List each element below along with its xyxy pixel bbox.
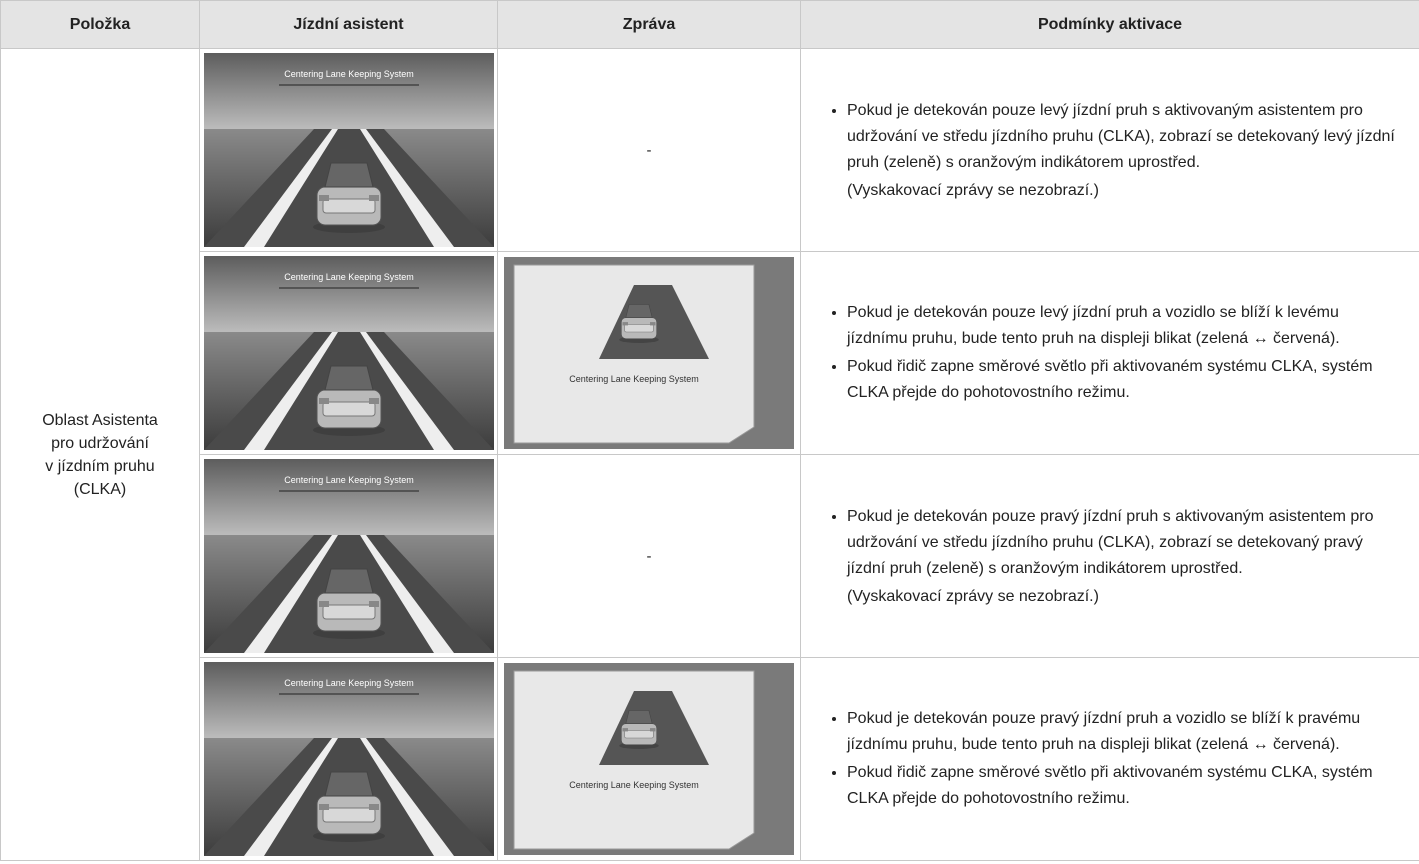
table-row: Centering Lane Keeping System Centering …	[1, 657, 1419, 861]
image-caption: Centering Lane Keeping System	[284, 678, 414, 688]
table-row: Centering Lane Keeping System Centering …	[1, 251, 1419, 455]
condition: Pokud řidič zapne směrové světlo při akt…	[847, 354, 1403, 406]
note: (Vyskakovací zprávy se nezobrazí.)	[847, 588, 1099, 605]
conditions-cell: Pokud je detekován pouze levý jízdní pru…	[800, 251, 1419, 455]
condition: Pokud je detekován pouze pravý jízdní pr…	[847, 706, 1403, 758]
condition: Pokud je detekován pouze levý jízdní pru…	[847, 300, 1403, 352]
assistant-cell: Centering Lane Keeping System	[199, 48, 498, 252]
message-text: -	[646, 141, 652, 159]
assistant-cell: Centering Lane Keeping System	[199, 454, 498, 658]
conditions-list: Pokud je detekován pouze pravý jízdní pr…	[825, 706, 1403, 812]
conditions-cell: Pokud je detekován pouze levý jízdní pru…	[800, 48, 1419, 252]
image-caption: Centering Lane Keeping System	[284, 475, 414, 485]
conditions-cell: Pokud je detekován pouze pravý jízdní pr…	[800, 454, 1419, 658]
message-cell: Centering Lane Keeping System	[497, 251, 801, 455]
column-header: Položka	[0, 0, 200, 49]
assistant-cell: Centering Lane Keeping System	[199, 657, 498, 861]
assistant-image: Centering Lane Keeping System	[203, 662, 494, 856]
conditions-cell: Pokud je detekován pouze pravý jízdní pr…	[800, 657, 1419, 861]
item-line: Oblast Asistenta	[42, 411, 158, 429]
item-cell: Oblast Asistenta pro udržování v jízdním p…	[0, 48, 200, 861]
conditions-list: Pokud je detekován pouze levý jízdní pru…	[825, 98, 1403, 176]
image-caption: Centering Lane Keeping System	[569, 374, 699, 384]
condition: Pokud je detekován pouze pravý jízdní pr…	[847, 504, 1403, 582]
message-text: -	[646, 547, 652, 565]
header-row: Položka Jízdní asistent Zpráva Podmínky akt…	[0, 0, 1419, 49]
condition: Pokud řidič zapne směrové světlo při akt…	[847, 760, 1403, 812]
table-body: Oblast Asistenta pro udržování v jízdním p…	[0, 48, 1419, 861]
conditions-list: Pokud je detekován pouze pravý jízdní pr…	[825, 504, 1403, 582]
message-image: Centering Lane Keeping System	[504, 663, 794, 855]
item-line: v jízdním pruhu	[45, 457, 155, 475]
item-line: pro udržování	[51, 434, 149, 452]
image-caption: Centering Lane Keeping System	[569, 780, 699, 790]
column-header: Jízdní asistent	[199, 0, 498, 49]
image-caption: Centering Lane Keeping System	[284, 272, 414, 282]
assistant-image: Centering Lane Keeping System	[203, 459, 494, 653]
item-line: (CLKA)	[73, 480, 127, 498]
column-header: Zpráva	[497, 0, 801, 49]
message-image: Centering Lane Keeping System	[504, 257, 794, 449]
note: (Vyskakovací zprávy se nezobrazí.)	[847, 182, 1099, 199]
message-cell: -	[497, 48, 801, 252]
assistant-image: Centering Lane Keeping System	[203, 256, 494, 450]
assistant-image: Centering Lane Keeping System	[203, 53, 494, 247]
table-row: Centering Lane Keeping System - Pokud je …	[1, 454, 1419, 658]
image-caption: Centering Lane Keeping System	[284, 69, 414, 79]
column-header: Podmínky aktivace	[800, 0, 1419, 49]
condition: Pokud je detekován pouze levý jízdní pru…	[847, 98, 1403, 176]
conditions-list: Pokud je detekován pouze levý jízdní pru…	[825, 300, 1403, 406]
message-cell: Centering Lane Keeping System	[497, 657, 801, 861]
message-cell: -	[497, 454, 801, 658]
assistant-cell: Centering Lane Keeping System	[199, 251, 498, 455]
table-row: Oblast Asistenta pro udržování v jízdním p…	[0, 48, 1419, 861]
